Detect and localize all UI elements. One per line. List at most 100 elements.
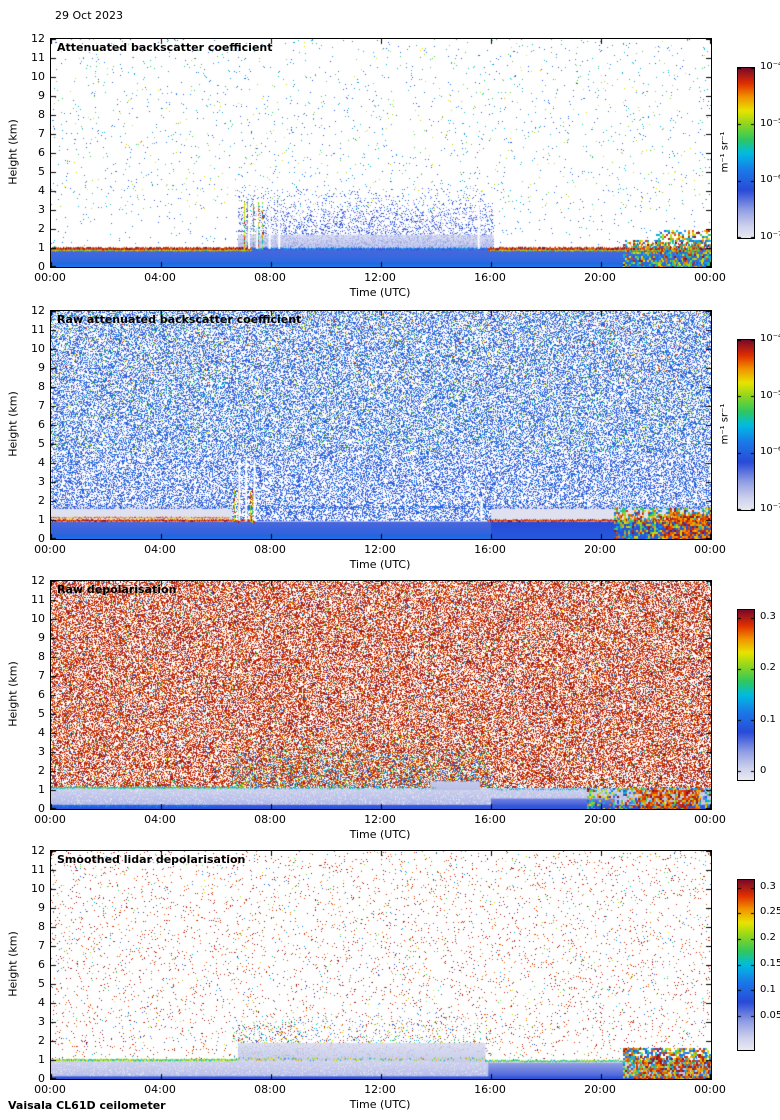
y-tick-label: 5	[38, 165, 45, 178]
colorbar-smoothed-lidar-depolarisation	[737, 879, 755, 1051]
x-axis-label: Time (UTC)	[349, 558, 411, 571]
colorbar-tick-label: 0	[760, 765, 767, 777]
y-tick-label: 8	[38, 380, 45, 393]
x-axis-label: Time (UTC)	[349, 286, 411, 299]
plot-area-raw-attenuated-backscatter	[50, 310, 712, 540]
colorbar-tick-label: 10⁻⁶	[760, 174, 780, 186]
y-tick-label: 4	[38, 456, 45, 469]
y-tick-label: 8	[38, 650, 45, 663]
y-tick-label: 7	[38, 939, 45, 952]
x-tick-label: 20:00	[584, 813, 616, 826]
x-tick-label: 12:00	[364, 271, 396, 284]
x-tick-label: 20:00	[584, 271, 616, 284]
x-tick-label: 12:00	[364, 1083, 396, 1096]
y-tick-label: 0	[38, 260, 45, 273]
panel-attenuated-backscatter: Height (km) Attenuated backscatter coeffi…	[0, 32, 780, 306]
heatmap-canvas-raw-attenuated-backscatter	[51, 311, 711, 539]
heatmap-canvas-raw-depolarisation	[51, 581, 711, 809]
y-tick-label: 7	[38, 399, 45, 412]
x-tick-label: 04:00	[144, 1083, 176, 1096]
x-tick-label: 04:00	[144, 813, 176, 826]
y-tick-label: 3	[38, 475, 45, 488]
x-tick-label: 16:00	[474, 271, 506, 284]
y-tick-label: 12	[31, 844, 45, 857]
colorbar-unit-label: m⁻¹ sr⁻¹	[719, 403, 731, 445]
y-tick-label: 3	[38, 203, 45, 216]
colorbar-tick-label: 0.25	[760, 906, 780, 918]
x-tick-label: 12:00	[364, 543, 396, 556]
y-tick-label: 4	[38, 726, 45, 739]
x-tick-label: 00:00	[694, 543, 726, 556]
colorbar-tick-label: 0.2	[760, 932, 776, 944]
colorbar-canvas	[738, 880, 754, 1050]
y-tick-label: 8	[38, 108, 45, 121]
plot-area-raw-depolarisation	[50, 580, 712, 810]
colorbar-tick-label: 0.3	[760, 880, 776, 892]
y-tick-label: 11	[31, 863, 45, 876]
colorbar-tick-label: 10⁻⁵	[760, 389, 780, 401]
x-tick-label: 00:00	[694, 271, 726, 284]
panel-title: Raw attenuated backscatter coefficient	[57, 313, 302, 326]
y-tick-label: 5	[38, 707, 45, 720]
colorbar-tick-label: 0.2	[760, 662, 776, 674]
y-tick-label: 9	[38, 361, 45, 374]
y-tick-label: 0	[38, 1072, 45, 1085]
y-tick-label: 4	[38, 996, 45, 1009]
colorbar-tick-label: 0.05	[760, 1009, 780, 1021]
x-tick-label: 00:00	[34, 543, 66, 556]
y-tick-label: 11	[31, 323, 45, 336]
y-tick-label: 10	[31, 612, 45, 625]
colorbar-tick-label: 10⁻⁷	[760, 503, 780, 514]
heatmap-canvas-attenuated-backscatter	[51, 39, 711, 267]
panel-title: Smoothed lidar depolarisation	[57, 853, 246, 866]
x-tick-label: 16:00	[474, 1083, 506, 1096]
colorbar-tick-label: 10⁻⁴	[760, 333, 780, 344]
plot-area-attenuated-backscatter	[50, 38, 712, 268]
colorbar-tick-label: 0.1	[760, 713, 776, 725]
y-tick-label: 2	[38, 494, 45, 507]
colorbar-canvas	[738, 68, 754, 238]
y-tick-label: 1	[38, 783, 45, 796]
panel-title: Raw depolarisation	[57, 583, 177, 596]
panel-raw-depolarisation: Height (km) Raw depolarisation 0 1 2 3 4 5 6 7 8 9 1…	[0, 574, 780, 848]
y-tick-label: 8	[38, 920, 45, 933]
y-tick-label: 7	[38, 127, 45, 140]
x-tick-label: 08:00	[254, 813, 286, 826]
x-tick-label: 16:00	[474, 543, 506, 556]
y-tick-label: 4	[38, 184, 45, 197]
x-tick-label: 04:00	[144, 271, 176, 284]
instrument-footer-label: Vaisala CL61D ceilometer	[8, 1099, 166, 1112]
y-tick-label: 3	[38, 1015, 45, 1028]
x-tick-label: 20:00	[584, 1083, 616, 1096]
y-tick-label: 1	[38, 1053, 45, 1066]
y-tick-label: 12	[31, 32, 45, 45]
y-tick-label: 11	[31, 593, 45, 606]
x-tick-label: 08:00	[254, 271, 286, 284]
heatmap-canvas-smoothed-lidar-depolarisation	[51, 851, 711, 1079]
y-tick-label: 9	[38, 89, 45, 102]
x-tick-label: 00:00	[34, 271, 66, 284]
y-tick-label: 6	[38, 418, 45, 431]
y-tick-label: 10	[31, 882, 45, 895]
y-tick-label: 0	[38, 532, 45, 545]
x-tick-label: 20:00	[584, 543, 616, 556]
date-label: 29 Oct 2023	[55, 9, 124, 22]
y-tick-label: 7	[38, 669, 45, 682]
colorbar-attenuated-backscatter	[737, 67, 755, 239]
x-tick-label: 16:00	[474, 813, 506, 826]
x-tick-label: 04:00	[144, 543, 176, 556]
x-axis-label: Time (UTC)	[349, 828, 411, 841]
colorbar-unit-label: m⁻¹ sr⁻¹	[719, 131, 731, 173]
y-tick-label: 2	[38, 764, 45, 777]
y-tick-label: 11	[31, 51, 45, 64]
y-tick-label: 10	[31, 70, 45, 83]
y-tick-label: 5	[38, 977, 45, 990]
colorbar-tick-label: 0.1	[760, 983, 776, 995]
x-tick-label: 08:00	[254, 543, 286, 556]
x-tick-label: 00:00	[34, 813, 66, 826]
x-axis-label: Time (UTC)	[349, 1098, 411, 1111]
y-tick-label: 0	[38, 802, 45, 815]
colorbar-tick-label: 0.15	[760, 958, 780, 969]
y-tick-label: 1	[38, 513, 45, 526]
y-tick-label: 12	[31, 304, 45, 317]
